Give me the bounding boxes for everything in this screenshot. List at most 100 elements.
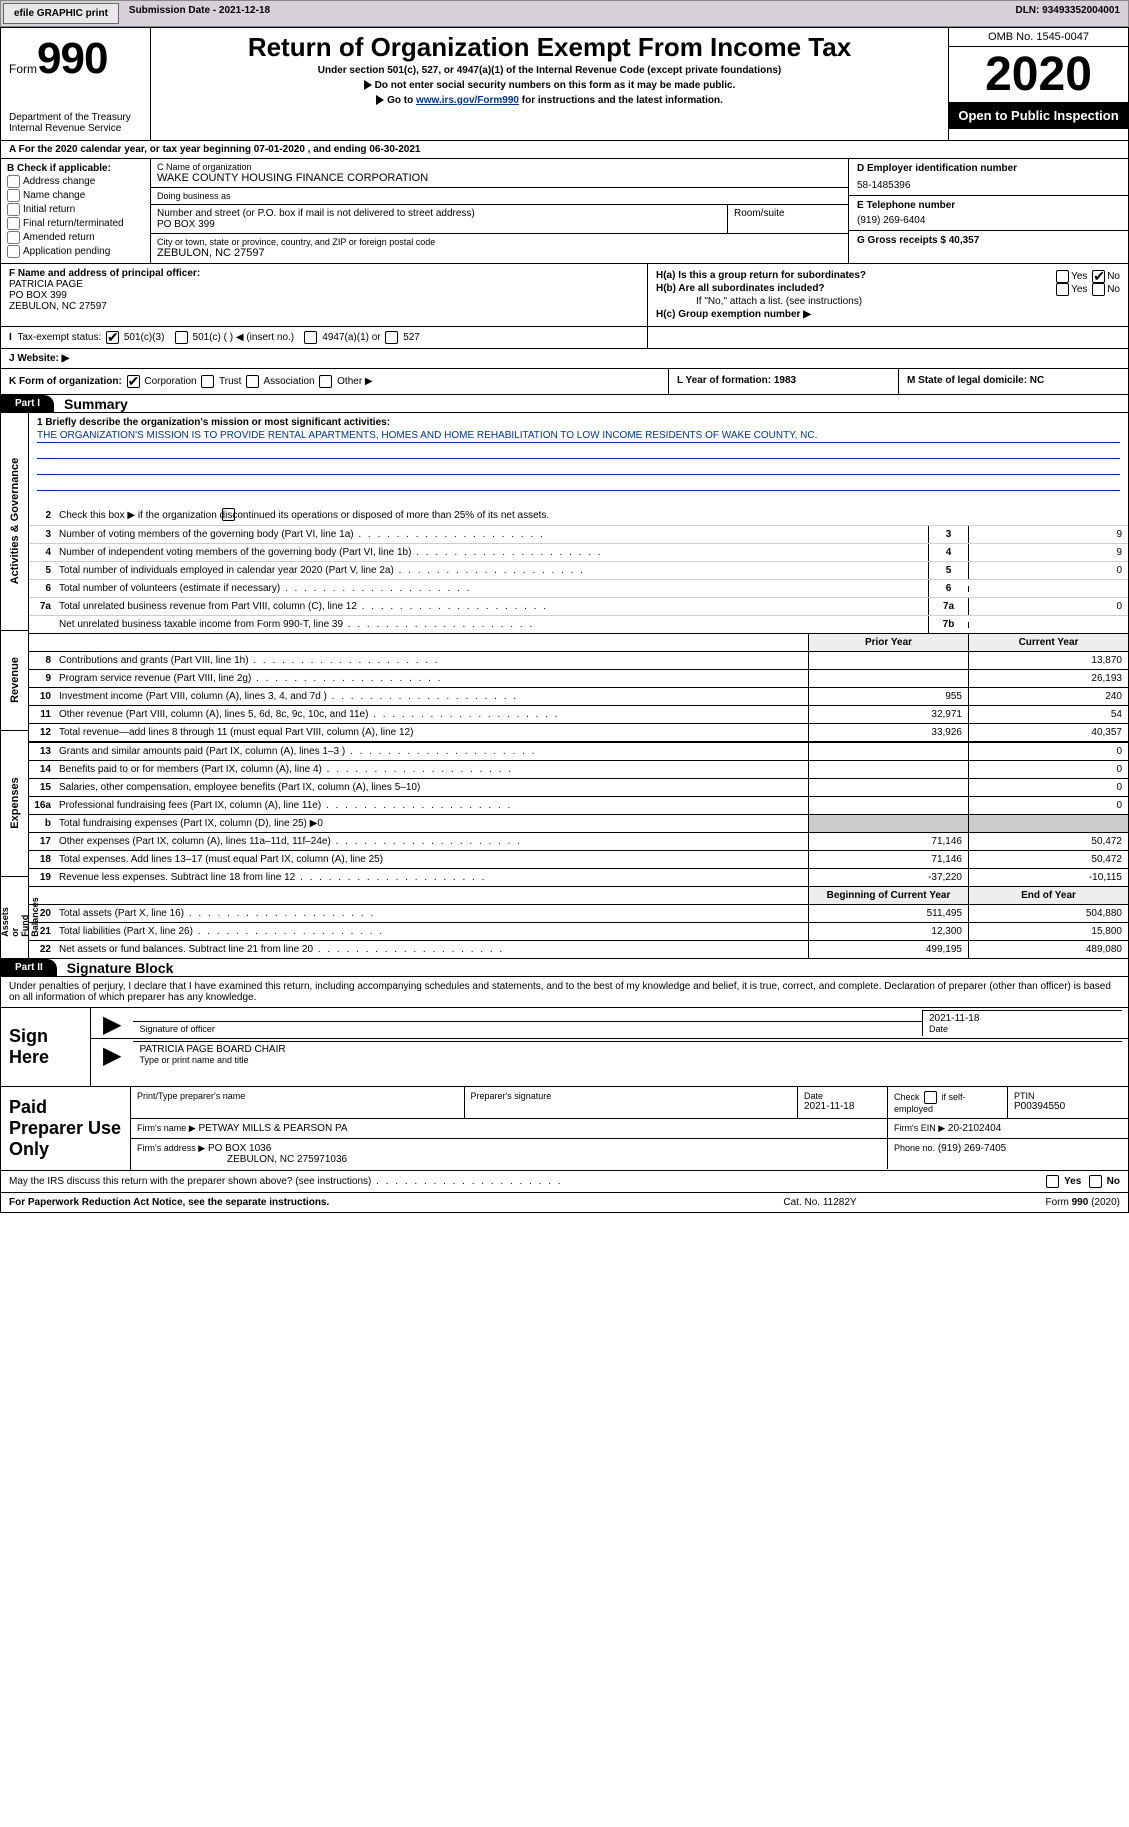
officer-name-title: PATRICIA PAGE BOARD CHAIR [139, 1044, 1116, 1055]
form-subtitle-2: Do not enter social security numbers on … [159, 80, 940, 91]
irs-link[interactable]: www.irs.gov/Form990 [416, 95, 519, 106]
form-header: Form990 Department of the Treasury Inter… [1, 28, 1128, 141]
box-c: C Name of organization WAKE COUNTY HOUSI… [151, 159, 848, 263]
box-i: I Tax-exempt status: 501(c)(3) 501(c) ( … [1, 327, 1128, 349]
line-11-cy: 54 [968, 706, 1128, 723]
box-g: G Gross receipts $ 40,357 [849, 231, 1128, 250]
form-container: Form990 Department of the Treasury Inter… [0, 27, 1129, 1213]
box-m: M State of legal domicile: NC [898, 369, 1128, 394]
street-address: PO BOX 399 [157, 219, 721, 230]
paid-preparer-block: Paid Preparer Use Only Print/Type prepar… [1, 1087, 1128, 1171]
top-toolbar: efile GRAPHIC print Submission Date - 20… [0, 0, 1129, 27]
line-13-cy: 0 [968, 743, 1128, 760]
line-15-cy: 0 [968, 779, 1128, 796]
efile-print-button[interactable]: efile GRAPHIC print [3, 3, 119, 24]
side-activities: Activities & Governance [9, 458, 21, 585]
chk-other[interactable] [319, 375, 332, 388]
side-expenses: Expenses [9, 778, 21, 829]
line-4-value: 9 [968, 544, 1128, 561]
chk-initial-return[interactable]: Initial return [7, 203, 144, 216]
tax-period-line: A For the 2020 calendar year, or tax yea… [1, 141, 1128, 159]
chk-4947[interactable] [304, 331, 317, 344]
org-name: WAKE COUNTY HOUSING FINANCE CORPORATION [157, 172, 842, 184]
chk-527[interactable] [385, 331, 398, 344]
net-assets-section: Beginning of Current YearEnd of Year 20T… [29, 887, 1128, 958]
summary-section: Activities & Governance Revenue Expenses… [1, 413, 1128, 959]
line-9-cy: 26,193 [968, 670, 1128, 687]
line-16a-cy: 0 [968, 797, 1128, 814]
box-b: B Check if applicable: Address change Na… [1, 159, 151, 263]
chk-address-change[interactable]: Address change [7, 175, 144, 188]
signature-arrow-icon: ▶ [97, 1014, 127, 1036]
line-6-value [968, 586, 1128, 592]
firm-name: PETWAY MILLS & PEARSON PA [198, 1123, 347, 1134]
mission-text: THE ORGANIZATION'S MISSION IS TO PROVIDE… [37, 430, 1120, 443]
department-label: Department of the Treasury Internal Reve… [9, 112, 142, 134]
page-footer: For Paperwork Reduction Act Notice, see … [1, 1193, 1128, 1212]
box-d: D Employer identification number 58-1485… [849, 159, 1128, 196]
chk-501c3[interactable] [106, 331, 119, 344]
box-l: L Year of formation: 1983 [668, 369, 898, 394]
dln-label: DLN: 93493352004001 [1007, 1, 1128, 26]
ptin-value: P00394550 [1014, 1101, 1122, 1112]
mission-block: 1 Briefly describe the organization's mi… [29, 413, 1128, 495]
form-title: Return of Organization Exempt From Incom… [159, 32, 940, 63]
line-10-cy: 240 [968, 688, 1128, 705]
chk-application-pending[interactable]: Application pending [7, 245, 144, 258]
line-19-py: -37,220 [808, 869, 968, 886]
line-17-cy: 50,472 [968, 833, 1128, 850]
line-5-value: 0 [968, 562, 1128, 579]
line-12-py: 33,926 [808, 724, 968, 741]
line-10-py: 955 [808, 688, 968, 705]
chk-amended-return[interactable]: Amended return [7, 231, 144, 244]
activities-governance: 1 Briefly describe the organization's mi… [29, 413, 1128, 634]
signature-arrow-icon: ▶ [97, 1045, 127, 1067]
submission-date-label: Submission Date - 2021-12-18 [121, 1, 278, 26]
box-j: J Website: ▶ [1, 349, 1128, 369]
revenue-section: Prior YearCurrent Year 8Contributions an… [29, 634, 1128, 742]
form-number: Form990 [9, 34, 142, 84]
side-revenue: Revenue [9, 658, 21, 704]
line-21-eoy: 15,800 [968, 923, 1128, 940]
chk-trust[interactable] [201, 375, 214, 388]
sign-here-block: Sign Here ▶ Signature of officer 2021-11… [1, 1008, 1128, 1087]
line-12-cy: 40,357 [968, 724, 1128, 741]
line-20-boy: 511,495 [808, 905, 968, 922]
ein-value: 58-1485396 [857, 180, 1120, 191]
line-3-value: 9 [968, 526, 1128, 543]
line-19-cy: -10,115 [968, 869, 1128, 886]
box-h: H(a) Is this a group return for subordin… [648, 264, 1128, 326]
may-discuss-row: May the IRS discuss this return with the… [1, 1171, 1128, 1193]
chk-name-change[interactable]: Name change [7, 189, 144, 202]
tax-year: 2020 [949, 47, 1128, 102]
perjury-statement: Under penalties of perjury, I declare th… [1, 977, 1128, 1008]
box-f: F Name and address of principal officer:… [1, 264, 648, 326]
firm-ein: 20-2102404 [948, 1123, 1001, 1134]
line-17-py: 71,146 [808, 833, 968, 850]
box-k: K Form of organization: Corporation Trus… [1, 369, 668, 394]
line-18-py: 71,146 [808, 851, 968, 868]
omb-number: OMB No. 1545-0047 [949, 28, 1128, 47]
line-20-eoy: 504,880 [968, 905, 1128, 922]
line-21-boy: 12,300 [808, 923, 968, 940]
city-state-zip: ZEBULON, NC 27597 [157, 247, 842, 259]
form-subtitle-1: Under section 501(c), 527, or 4947(a)(1)… [159, 65, 940, 76]
chk-may-no[interactable] [1089, 1175, 1102, 1188]
chk-corporation[interactable] [127, 375, 140, 388]
chk-final-return[interactable]: Final return/terminated [7, 217, 144, 230]
chk-may-yes[interactable] [1046, 1175, 1059, 1188]
line-7a-value: 0 [968, 598, 1128, 615]
preparer-date: 2021-11-18 [804, 1101, 881, 1112]
chk-501c[interactable] [175, 331, 188, 344]
line-11-py: 32,971 [808, 706, 968, 723]
chk-association[interactable] [246, 375, 259, 388]
firm-address: PO BOX 1036 [208, 1143, 271, 1154]
box-e: E Telephone number (919) 269-6404 [849, 196, 1128, 231]
firm-phone: (919) 269-7405 [938, 1143, 1006, 1154]
part-i-header: Part I Summary [1, 395, 1128, 413]
line-18-cy: 50,472 [968, 851, 1128, 868]
klm-block: K Form of organization: Corporation Trus… [1, 369, 1128, 395]
line-22-eoy: 489,080 [968, 941, 1128, 958]
line-22-boy: 499,195 [808, 941, 968, 958]
phone-value: (919) 269-6404 [857, 215, 1120, 226]
